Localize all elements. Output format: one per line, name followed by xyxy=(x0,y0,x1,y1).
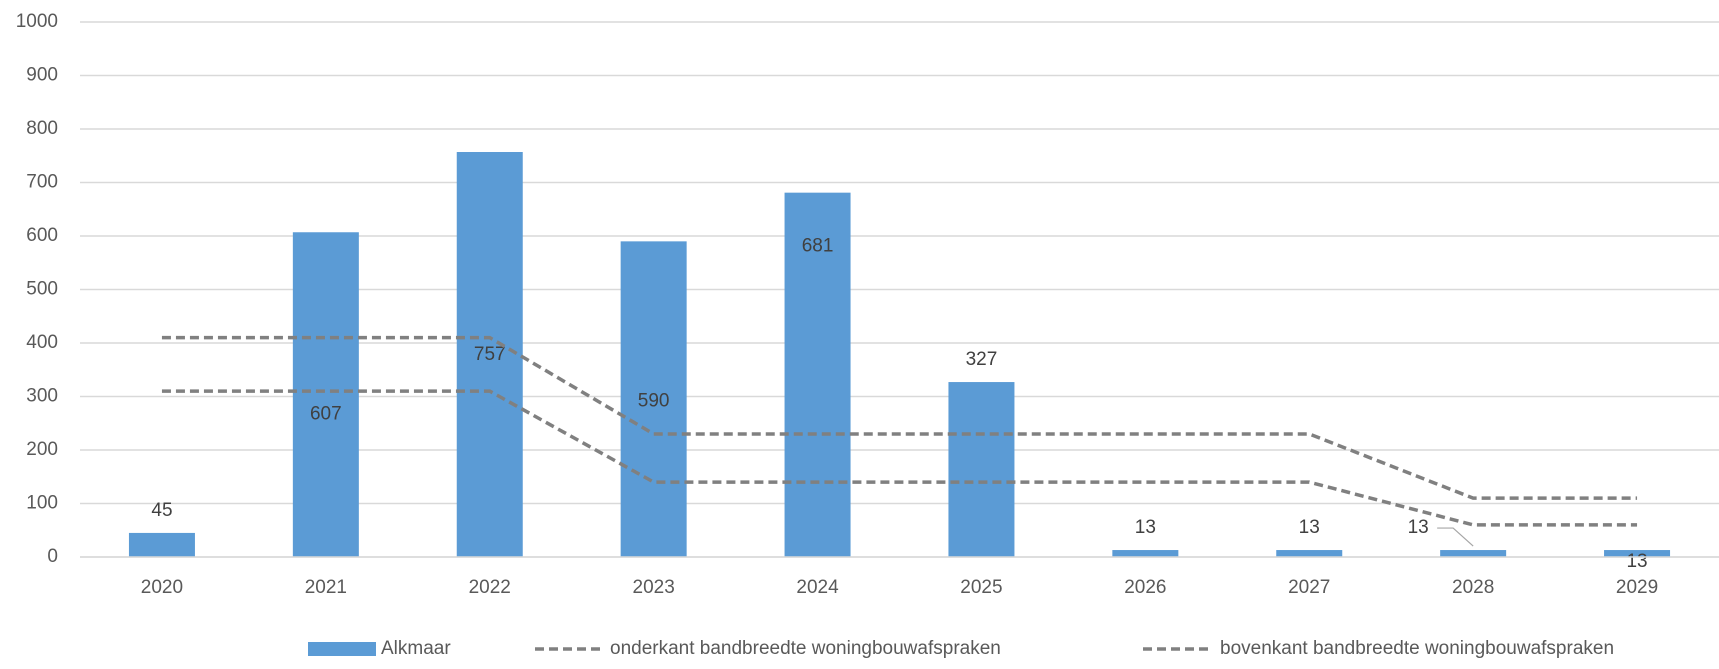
bar xyxy=(456,152,523,557)
x-tick-label: 2021 xyxy=(305,577,347,598)
x-tick-label: 2023 xyxy=(633,577,675,598)
y-tick-label: 400 xyxy=(26,332,58,353)
bar xyxy=(784,192,851,558)
legend-label: Alkmaar xyxy=(381,638,451,659)
x-tick-label: 2028 xyxy=(1452,577,1494,598)
y-tick-label: 300 xyxy=(26,386,58,407)
y-tick-label: 0 xyxy=(47,546,58,567)
line xyxy=(161,335,1638,500)
x-tick-label: 2029 xyxy=(1616,577,1658,598)
legend-label: bovenkant bandbreedte woningbouwafsprake… xyxy=(1220,638,1614,659)
data-label: 681 xyxy=(802,236,834,257)
y-tick-label: 100 xyxy=(26,493,58,514)
legend-label: onderkant bandbreedte woningbouwafsprake… xyxy=(610,638,1001,659)
data-label: 327 xyxy=(966,349,998,370)
x-tick-label: 2026 xyxy=(1124,577,1166,598)
bar xyxy=(1440,550,1507,557)
y-tick-label: 200 xyxy=(26,439,58,460)
y-tick-label: 700 xyxy=(26,172,58,193)
x-tick-label: 2027 xyxy=(1288,577,1330,598)
y-tick-label: 500 xyxy=(26,279,58,300)
y-tick-label: 800 xyxy=(26,118,58,139)
x-tick-label: 2024 xyxy=(796,577,839,598)
data-label: 13 xyxy=(1135,517,1156,538)
data-label: 757 xyxy=(474,344,506,365)
bar xyxy=(128,532,195,557)
data-label: 13 xyxy=(1408,517,1429,538)
legend-swatch xyxy=(308,642,376,656)
bar xyxy=(620,241,687,557)
y-tick-label: 1000 xyxy=(16,11,58,32)
data-label: 45 xyxy=(151,500,172,521)
bar xyxy=(292,232,359,557)
line xyxy=(161,389,1638,527)
data-label: 590 xyxy=(638,390,670,411)
y-tick-label: 600 xyxy=(26,225,58,246)
bar xyxy=(1604,550,1671,557)
data-label: 607 xyxy=(310,403,342,424)
data-label: 13 xyxy=(1626,551,1647,572)
leader-line xyxy=(1437,527,1474,547)
x-tick-label: 2025 xyxy=(960,577,1002,598)
data-label: 13 xyxy=(1299,517,1320,538)
bar xyxy=(1112,550,1179,557)
x-tick-label: 2022 xyxy=(469,577,511,598)
y-tick-label: 900 xyxy=(26,65,58,86)
bar xyxy=(948,382,1015,557)
x-tick-label: 2020 xyxy=(141,577,183,598)
bar xyxy=(1276,550,1343,557)
